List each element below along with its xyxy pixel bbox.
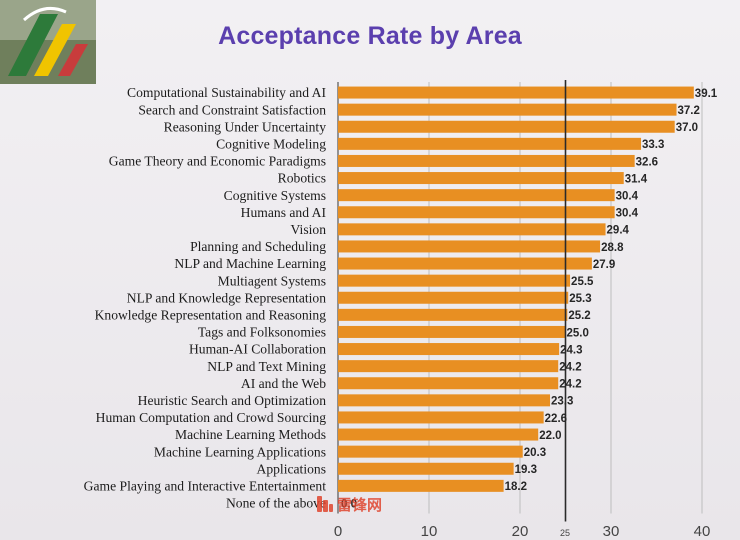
value-label: 0.0 [341, 498, 357, 510]
value-label: 30.4 [616, 208, 639, 220]
category-label: None of the above [226, 496, 326, 511]
value-label: 37.0 [676, 122, 698, 134]
value-label: 30.4 [616, 190, 639, 202]
value-label: 25.2 [568, 310, 590, 322]
bar [338, 445, 523, 458]
bar [338, 223, 606, 236]
value-label: 37.2 [678, 105, 700, 117]
value-label: 24.2 [559, 361, 581, 373]
category-label: NLP and Machine Learning [174, 256, 326, 271]
value-label: 33.3 [642, 139, 664, 151]
category-label: Machine Learning Methods [175, 427, 326, 442]
value-label: 39.1 [695, 88, 718, 100]
bar [338, 103, 677, 116]
category-label: NLP and Text Mining [207, 359, 326, 374]
bar [338, 240, 601, 253]
value-label: 22.0 [539, 430, 561, 442]
bar [338, 462, 514, 475]
category-label: Cognitive Systems [224, 188, 326, 203]
category-label: Human-AI Collaboration [189, 342, 326, 357]
value-label: 18.2 [505, 481, 527, 493]
chart-title: Acceptance Rate by Area [218, 22, 522, 50]
category-label: Heuristic Search and Optimization [138, 393, 327, 408]
bar [338, 274, 571, 287]
bar [338, 377, 559, 390]
category-labels: Computational Sustainability and AI Searc… [84, 85, 327, 510]
category-label: AI and the Web [241, 376, 326, 391]
bar [338, 291, 569, 304]
watermark: 雷锋网 [316, 494, 382, 518]
bar [338, 172, 624, 185]
category-label: Human Computation and Crowd Sourcing [96, 410, 327, 425]
x-tick-label: 20 [512, 523, 529, 540]
x-minor-tick-label: 25 [560, 528, 570, 538]
value-label: 23.3 [551, 396, 573, 408]
category-label: Game Playing and Interactive Entertainme… [84, 478, 327, 493]
value-label: 24.2 [559, 379, 581, 391]
bar [338, 325, 566, 338]
category-label: Reasoning Under Uncertainty [164, 119, 327, 134]
value-label: 20.3 [524, 447, 546, 459]
value-label: 25.5 [571, 276, 594, 288]
value-label: 29.4 [607, 225, 630, 237]
category-label: Multiagent Systems [218, 273, 326, 288]
bar [338, 137, 642, 150]
bar [338, 86, 694, 99]
value-label: 28.8 [601, 242, 624, 254]
category-label: Computational Sustainability and AI [127, 85, 326, 100]
x-tick-label: 40 [694, 523, 711, 540]
value-label: 31.4 [625, 173, 648, 185]
conference-logo [0, 0, 96, 84]
value-label: 32.6 [636, 156, 658, 168]
bar [338, 154, 635, 167]
bar [338, 343, 560, 356]
category-label: Knowledge Representation and Reasoning [95, 307, 327, 322]
bar [338, 394, 551, 407]
x-axis-ticks: 0 10 20 30 40 25 [334, 523, 711, 540]
category-label: Robotics [278, 171, 326, 186]
category-label: Applications [257, 461, 326, 476]
bar [338, 308, 568, 321]
bar [338, 189, 615, 202]
x-tick-label: 0 [334, 523, 342, 540]
value-label: 27.9 [593, 259, 615, 271]
category-label: Vision [291, 222, 327, 237]
value-label: 22.6 [545, 413, 567, 425]
category-label: Humans and AI [241, 205, 327, 220]
bar [338, 360, 559, 373]
category-label: Machine Learning Applications [154, 444, 326, 459]
x-tick-label: 10 [421, 523, 438, 540]
watermark-text: 雷锋网 [337, 496, 383, 514]
category-label: Tags and Folksonomies [198, 325, 326, 340]
bar [338, 206, 615, 219]
x-tick-label: 30 [603, 523, 620, 540]
value-label: 25.0 [567, 327, 589, 339]
watermark-logo-icon [317, 496, 333, 512]
bar [338, 257, 592, 270]
value-label: 24.3 [560, 344, 582, 356]
value-labels: 39.1 37.2 37.0 33.3 32.6 31.4 30.4 30.4 29.4 28.8… [341, 88, 718, 510]
bar [338, 411, 544, 424]
value-label: 25.3 [569, 293, 591, 305]
category-label: Cognitive Modeling [216, 136, 326, 151]
category-label: Planning and Scheduling [190, 239, 326, 254]
bar [338, 120, 675, 133]
category-label: NLP and Knowledge Representation [127, 290, 326, 305]
value-label: 19.3 [515, 464, 537, 476]
bar [338, 428, 539, 441]
category-label: Game Theory and Economic Paradigms [109, 154, 326, 169]
bar [338, 479, 504, 492]
category-label: Search and Constraint Satisfaction [138, 102, 326, 117]
bars [338, 86, 694, 492]
